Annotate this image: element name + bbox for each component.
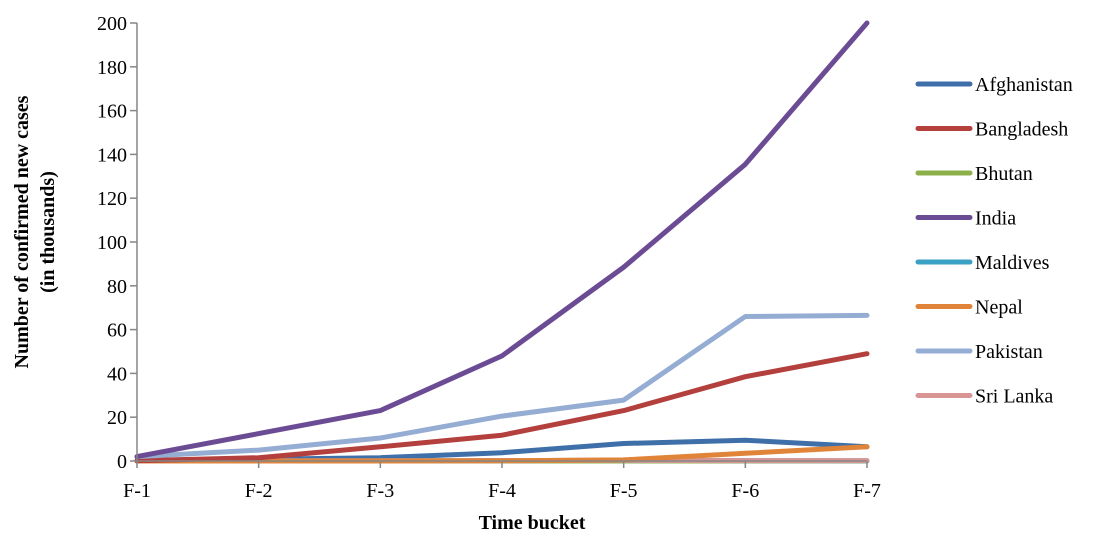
y-tick-label: 140 [97, 144, 127, 166]
legend-item-nepal: Nepal [915, 297, 1023, 319]
x-axis-title: Time bucket [479, 512, 586, 534]
y-tick-label: 180 [97, 57, 127, 79]
legend-label: Afghanistan [975, 74, 1073, 96]
y-tick-label: 0 [117, 451, 127, 473]
legend-label: Bangladesh [975, 119, 1068, 141]
y-tick-label: 40 [107, 363, 127, 385]
x-tick-label: F-2 [245, 480, 273, 502]
y-tick-label: 80 [107, 276, 127, 298]
series-line-pakistan [134, 312, 870, 460]
legend-label: India [975, 208, 1016, 230]
y-tick-label: 160 [97, 101, 127, 123]
y-axis-title-line: Number of confirmed new cases [11, 95, 33, 368]
x-tick-label: F-3 [366, 480, 394, 502]
legend: Afghanistan Bangladesh Bhutan India Maldives… [915, 74, 1073, 408]
axes: 0 20 40 60 80 100 120 140 160 180 200 F-1 F-2 F-3 F-4 F… [11, 13, 881, 534]
legend-item-afghanistan: Afghanistan [915, 74, 1073, 96]
legend-label: Nepal [975, 297, 1023, 319]
y-tick-label: 60 [107, 320, 127, 342]
y-tick-label: 120 [97, 188, 127, 210]
series-line-bangladesh [134, 351, 870, 464]
y-axis-title-line: (in thousands) [37, 171, 59, 293]
series-line-india [134, 20, 870, 460]
x-tick-label: F-6 [731, 480, 759, 502]
y-tick-label: 100 [97, 232, 127, 254]
y-tick-label: 200 [97, 13, 127, 35]
x-tick-label: F-4 [488, 480, 516, 502]
legend-label: Pakistan [975, 341, 1043, 363]
plot-area [134, 20, 870, 464]
x-tick-label: F-5 [610, 480, 638, 502]
legend-item-sri-lanka: Sri Lanka [915, 386, 1053, 408]
legend-item-maldives: Maldives [915, 252, 1050, 274]
legend-item-bhutan: Bhutan [915, 163, 1033, 185]
x-tick-label: F-1 [123, 480, 151, 502]
legend-item-pakistan: Pakistan [915, 341, 1043, 363]
legend-label: Maldives [975, 252, 1050, 274]
y-tick-label: 20 [107, 407, 127, 429]
legend-label: Sri Lanka [975, 386, 1053, 408]
legend-label: Bhutan [975, 163, 1033, 185]
legend-item-india: India [915, 208, 1016, 230]
legend-item-bangladesh: Bangladesh [915, 119, 1068, 141]
x-tick-label: F-7 [853, 480, 881, 502]
